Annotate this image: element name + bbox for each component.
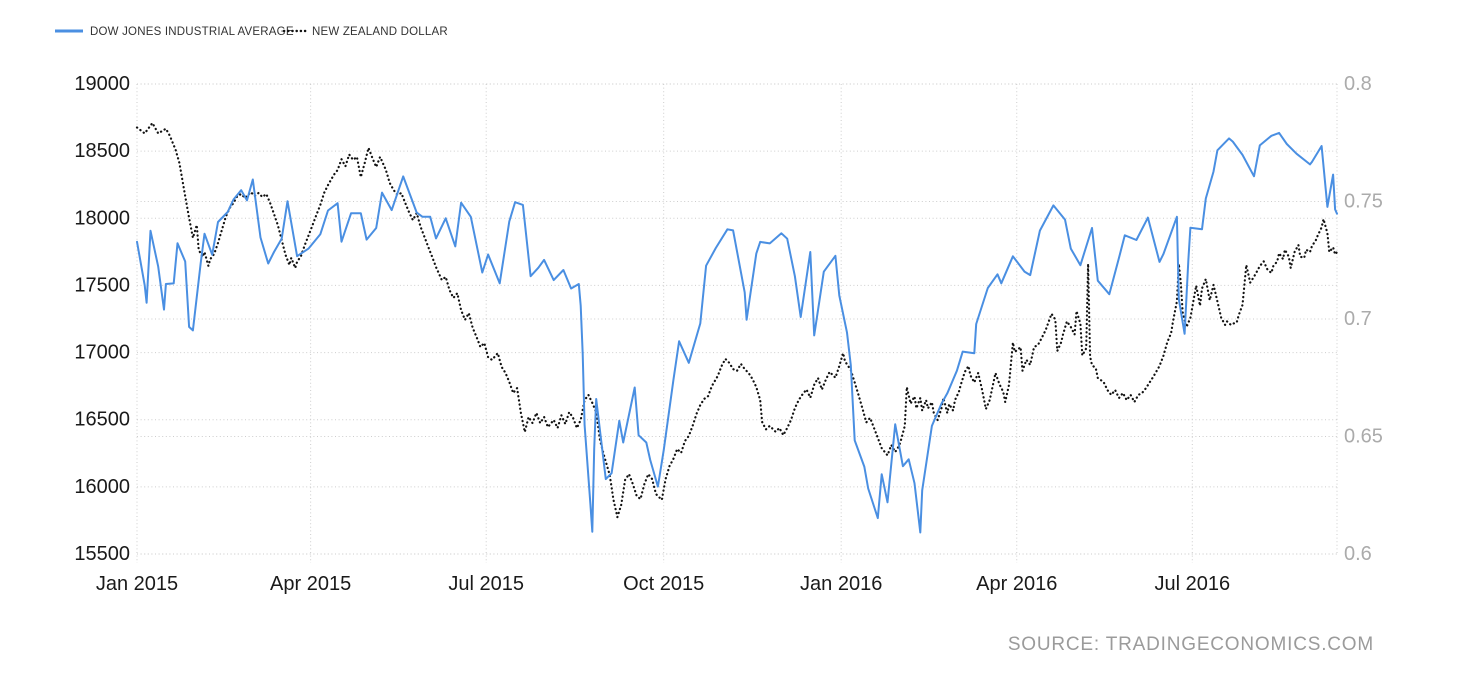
- x-axis-tick-label: Jan 2016: [800, 573, 882, 595]
- nzd-series-line: [135, 121, 1339, 519]
- right-axis-labels: 0.8 0.75 0.7 0.65 0.6: [1344, 73, 1383, 565]
- djia-legend-label: DOW JONES INDUSTRIAL AVERAGE: [90, 26, 294, 38]
- right-axis-tick-label: 0.7: [1344, 308, 1372, 330]
- x-axis-tick-label: Jul 2016: [1154, 573, 1230, 595]
- x-axis-tick-label: Apr 2015: [270, 573, 351, 595]
- gridlines: [136, 83, 1338, 563]
- x-axis-tick-label: Apr 2016: [976, 573, 1057, 595]
- left-axis-tick-label: 18000: [74, 207, 130, 229]
- djia-series-line: [136, 131, 1338, 534]
- left-axis-tick-label: 17000: [74, 342, 130, 364]
- right-axis-tick-label: 0.8: [1344, 73, 1372, 95]
- right-axis-tick-label: 0.65: [1344, 426, 1383, 448]
- right-axis-tick-label: 0.75: [1344, 191, 1383, 213]
- left-axis-labels: 19000 18500 18000 17500 17000 16500 16000 15500: [74, 73, 130, 565]
- left-axis-tick-label: 17500: [74, 274, 130, 296]
- x-axis-tick-label: Oct 2015: [623, 573, 704, 595]
- right-axis-tick-label: 0.6: [1344, 543, 1372, 565]
- x-axis-labels: Jan 2015 Apr 2015 Jul 2015 Oct 2015 Jan 2016…: [96, 573, 1230, 595]
- left-axis-tick-label: 16500: [74, 409, 130, 431]
- left-axis-tick-label: 18500: [74, 140, 130, 162]
- nzd-legend-label: NEW ZEALAND DOLLAR: [312, 26, 448, 38]
- x-axis-tick-label: Jul 2015: [448, 573, 524, 595]
- left-axis-tick-label: 19000: [74, 73, 130, 95]
- x-axis-tick-label: Jan 2015: [96, 573, 178, 595]
- left-axis-tick-label: 16000: [74, 476, 130, 498]
- left-axis-tick-label: 15500: [74, 543, 130, 565]
- chart-legend: DOW JONES INDUSTRIAL AVERAGE NEW ZEALAND…: [55, 26, 448, 38]
- source-attribution: SOURCE: TRADINGECONOMICS.COM: [1008, 634, 1374, 655]
